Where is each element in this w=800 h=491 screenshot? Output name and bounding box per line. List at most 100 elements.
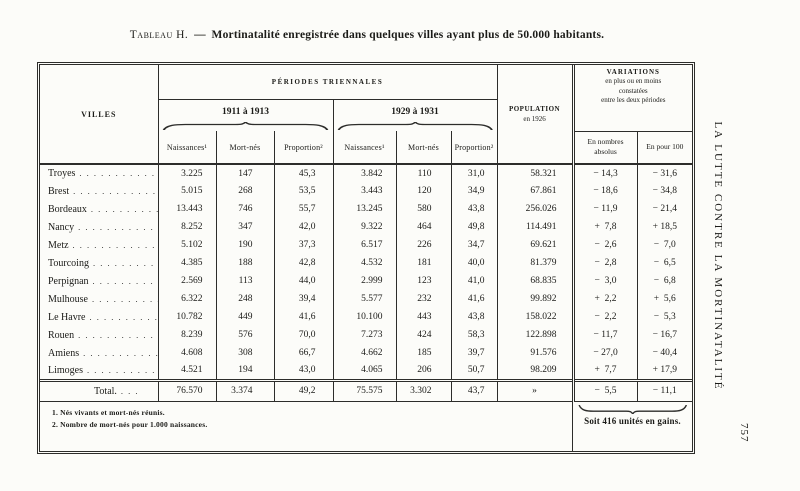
value-cell: » (496, 378, 574, 402)
value-cell: 5.102 (157, 236, 216, 254)
city-name: Mulhouse (48, 293, 88, 305)
gains-cell: Soit 416 unités en gains. (572, 401, 692, 451)
value-cell: 4.532 (332, 254, 396, 272)
value-cell: − 34,8 (636, 182, 693, 200)
col-header-periodes: PÉRIODES TRIENNALES (158, 65, 498, 100)
table-row: Nancy. . . . . . . . . . . . . . . . . .… (40, 218, 693, 236)
city-name: Rouen (48, 329, 75, 341)
value-cell: 2.569 (157, 272, 216, 290)
table-row: Limoges . . . . . . . . . . . . . . . . .… (40, 362, 693, 380)
table-row: Rouen. . . . . . . . . . . . . . . . . .… (40, 326, 693, 344)
title-separator: — (194, 29, 206, 41)
city-name: Brest (48, 185, 70, 197)
period2-label: 1929 à 1931 (391, 106, 439, 117)
value-cell: 34,9 (450, 182, 498, 200)
value-cell: 256.026 (496, 200, 574, 218)
value-cell: 3.443 (332, 182, 396, 200)
value-cell: 43,8 (450, 308, 498, 326)
value-cell: 4.662 (332, 344, 396, 362)
value-cell: 449 (215, 308, 274, 326)
city-cell: Rouen. . . . . . . . . . . . . . . . . .… (40, 326, 158, 344)
value-cell: + 18,5 (636, 218, 693, 236)
dot-leader: . . . . . . . . . . . . . . . . . . . . (89, 311, 157, 322)
value-cell: 268 (215, 182, 274, 200)
col-header-nombres-absolus: En nombres absolus (571, 131, 638, 165)
city-name: Amiens (48, 347, 80, 359)
table-frame: VILLES PÉRIODES TRIENNALES POPULATION en… (37, 62, 695, 454)
total-row: Total.. . . . . . . . . . . . . . . . . … (40, 378, 693, 402)
col-header-naissances-1911: Naissances¹ (158, 131, 216, 165)
table-row: Troyes. . . . . . . . . . . . . . . . . … (40, 164, 693, 182)
city-cell: Nancy. . . . . . . . . . . . . . . . . .… (40, 218, 158, 236)
value-cell: 39,7 (450, 344, 498, 362)
value-cell: 13.443 (157, 200, 216, 218)
table-footer: 1. Nés vivants et mort-nés réunis. 2. No… (40, 401, 692, 451)
dot-leader: . . . . . . . . . . . . . . . . . . . . (78, 329, 157, 340)
value-cell: 194 (215, 362, 274, 380)
table-row: Amiens. . . . . . . . . . . . . . . . . … (40, 344, 693, 362)
value-cell: 98.209 (496, 362, 574, 380)
value-cell: 41,6 (273, 308, 333, 326)
col-header-population: POPULATION en 1926 (496, 65, 574, 165)
value-cell: 9.322 (332, 218, 396, 236)
value-cell: 113 (215, 272, 274, 290)
value-cell: − 2,6 (571, 236, 638, 254)
value-cell: 44,0 (273, 272, 333, 290)
value-cell: 424 (395, 326, 451, 344)
city-cell: Mulhouse . . . . . . . . . . . . . . . . … (40, 290, 158, 308)
value-cell: 114.491 (496, 218, 574, 236)
value-cell: 91.576 (496, 344, 574, 362)
city-name: Metz (48, 239, 69, 251)
value-cell: 67.861 (496, 182, 574, 200)
value-cell: 3.225 (157, 164, 216, 182)
city-cell: Metz. . . . . . . . . . . . . . . . . . … (40, 236, 158, 254)
table-row: Mulhouse . . . . . . . . . . . . . . . . … (40, 290, 693, 308)
value-cell: 42,0 (273, 218, 333, 236)
value-cell: 76.570 (157, 378, 216, 402)
value-cell: 123 (395, 272, 451, 290)
value-cell: − 5,5 (571, 378, 638, 402)
value-cell: 43,8 (450, 200, 498, 218)
value-cell: − 11,1 (636, 378, 693, 402)
brace-decoration (162, 122, 329, 130)
table-row: Metz. . . . . . . . . . . . . . . . . . … (40, 236, 693, 254)
col-header-mortnes-1929: Mort-nés (395, 131, 451, 165)
city-name: Perpignan (48, 275, 89, 287)
value-cell: 69.621 (496, 236, 574, 254)
city-cell: Amiens. . . . . . . . . . . . . . . . . … (40, 344, 158, 362)
value-cell: 185 (395, 344, 451, 362)
value-cell: 248 (215, 290, 274, 308)
city-cell: Perpignan. . . . . . . . . . . . . . . .… (40, 272, 158, 290)
value-cell: 58,3 (450, 326, 498, 344)
brace-decoration (337, 122, 493, 130)
value-cell: 746 (215, 200, 274, 218)
col-header-mortnes-1911: Mort-nés (215, 131, 274, 165)
value-cell: 110 (395, 164, 451, 182)
dot-leader: . . . . . . . . . . . . . . . . . . . . (92, 257, 158, 268)
value-cell: 8.239 (157, 326, 216, 344)
value-cell: − 16,7 (636, 326, 693, 344)
value-cell: − 6,5 (636, 254, 693, 272)
dot-leader: . . . . . . . . . . . . . . . . . . . . (90, 203, 158, 214)
value-cell: 158.022 (496, 308, 574, 326)
value-cell: 3.302 (395, 378, 451, 402)
value-cell: 120 (395, 182, 451, 200)
value-cell: 10.100 (332, 308, 396, 326)
city-name: Troyes (48, 168, 76, 179)
statistics-table: VILLES PÉRIODES TRIENNALES POPULATION en… (40, 65, 693, 402)
value-cell: 49,8 (450, 218, 498, 236)
variations-line1: VARIATIONS (606, 68, 660, 76)
value-cell: 576 (215, 326, 274, 344)
value-cell: 70,0 (273, 326, 333, 344)
table-row: Tourcoing. . . . . . . . . . . . . . . .… (40, 254, 693, 272)
value-cell: 42,8 (273, 254, 333, 272)
value-cell: − 27,0 (571, 344, 638, 362)
total-label: Total. (94, 385, 117, 397)
population-line2: en 1926 (523, 115, 546, 123)
value-cell: 188 (215, 254, 274, 272)
value-cell: − 11,7 (571, 326, 638, 344)
value-cell: 206 (395, 362, 451, 380)
value-cell: 40,0 (450, 254, 498, 272)
value-cell: 53,5 (273, 182, 333, 200)
variations-line3: constatées (618, 86, 648, 95)
